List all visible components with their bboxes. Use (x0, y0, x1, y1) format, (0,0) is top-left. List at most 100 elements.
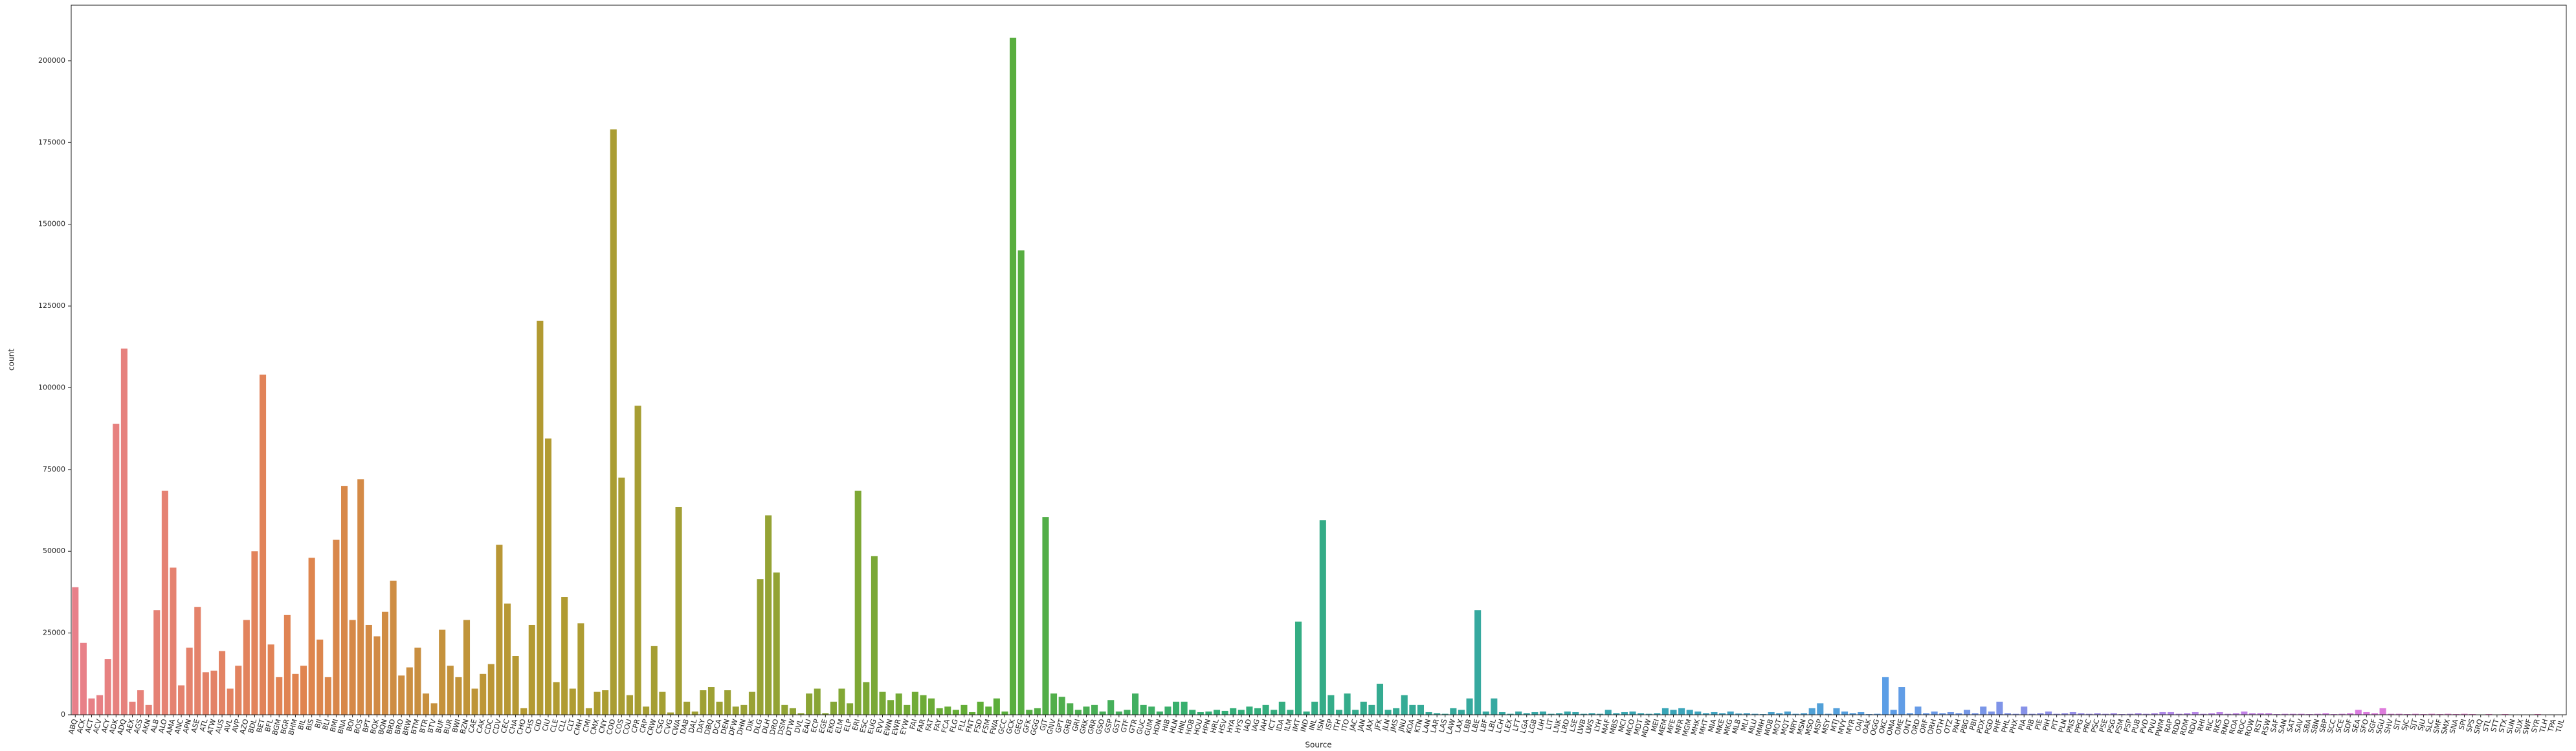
bar (276, 677, 283, 715)
bar (373, 636, 381, 715)
x-tick-label: LBF (1478, 718, 1490, 733)
bar (1849, 713, 1856, 715)
bar (2045, 711, 2052, 715)
bar (2159, 712, 2166, 715)
x-tick-label: JAN (1356, 718, 1368, 733)
bar (235, 666, 242, 715)
x-tick-label: PGD (1983, 718, 1995, 735)
bar (806, 693, 813, 715)
bar (1458, 710, 1465, 715)
bar (1980, 706, 1987, 715)
bar (1531, 712, 1538, 715)
x-tick-label: SBN (2309, 718, 2321, 734)
x-tick-label: PSP (2122, 718, 2134, 733)
x-tick-label: SJC (2400, 718, 2411, 732)
bar (569, 688, 576, 715)
x-tick-label: SAF (2269, 718, 2281, 734)
bar (300, 666, 307, 715)
y-tick-label: 175000 (38, 138, 65, 146)
bar (1939, 713, 1946, 715)
bar (1580, 713, 1587, 715)
bar (700, 690, 707, 715)
x-tick-label: AEX (124, 718, 136, 734)
x-tick-label: SEA (2350, 718, 2362, 734)
x-tick-label: MCI (1617, 718, 1628, 733)
bar (496, 545, 503, 715)
bar (2388, 713, 2395, 715)
bar (1604, 710, 1612, 715)
bar (1572, 712, 1579, 715)
x-tick-label: FLL (957, 717, 968, 732)
x-tick-label: DVL (793, 717, 805, 734)
x-tick-label: AMA (164, 718, 177, 736)
x-tick-label: MBS (1608, 718, 1620, 735)
bar (2004, 713, 2012, 715)
x-tick-label: SAT (2285, 718, 2297, 734)
bar (789, 708, 796, 715)
bar (1466, 698, 1473, 715)
x-tick-label: OGG (1869, 718, 1881, 736)
bar (1221, 710, 1228, 715)
bar (650, 646, 658, 715)
bar (365, 624, 372, 715)
bar (2355, 710, 2362, 715)
x-tick-label: BGR (279, 718, 291, 735)
bar (1124, 710, 1131, 715)
x-tick-label: MOT (1771, 718, 1783, 736)
x-tick-label: SNA (2448, 718, 2460, 735)
x-tick-label: GEG (1013, 718, 1025, 735)
bar (1915, 706, 1922, 715)
bar (2200, 713, 2207, 715)
bar (349, 620, 356, 715)
bar (1360, 701, 1367, 715)
x-tick-label: BLI (321, 718, 332, 731)
x-tick-label: BOI (345, 718, 357, 732)
bar (447, 666, 454, 715)
x-tick-label: BMI (328, 718, 340, 733)
bar (2452, 713, 2459, 715)
bar (487, 664, 494, 715)
x-tick-label: OAK (1861, 717, 1873, 735)
bar (2306, 713, 2313, 715)
bar (186, 648, 193, 715)
x-tick-label: PBG (1959, 718, 1970, 734)
x-tick-label: ACV (91, 718, 104, 735)
bar (2012, 713, 2019, 715)
x-tick-label: BNA (336, 718, 348, 735)
x-tick-label: ROC (2236, 718, 2248, 735)
bar (1768, 712, 1775, 715)
x-tick-label: ACT (83, 718, 95, 734)
bar (1213, 710, 1221, 715)
x-tick-label: HIB (1160, 718, 1171, 732)
x-tick-label: MIA (1706, 718, 1718, 733)
x-tick-label: SPI (2457, 718, 2468, 731)
x-tick-label: COU (621, 718, 634, 735)
x-tick-label: MSN (1795, 718, 1808, 735)
x-tick-label: PSM (2114, 718, 2126, 735)
y-tick-label: 25000 (43, 629, 65, 637)
x-tick-label: CDV (491, 718, 504, 735)
bar (1376, 683, 1384, 715)
bar (2021, 706, 2028, 715)
x-tick-label: ORF (1918, 718, 1929, 734)
bar (659, 691, 666, 715)
bar (1434, 713, 1441, 715)
x-tick-label: SHV (2382, 718, 2395, 735)
x-tick-label: PHX (2008, 718, 2019, 734)
x-tick-label: PRC (2082, 718, 2093, 734)
bar (1743, 713, 1750, 715)
bar (1197, 712, 1204, 715)
bar (153, 610, 161, 715)
bar (2436, 713, 2443, 715)
bar (1898, 687, 1905, 715)
bar (1327, 695, 1335, 715)
bar (765, 515, 772, 715)
x-tick-label: ATL (198, 717, 210, 732)
bar (1067, 703, 1074, 715)
x-tick-label: MLU (1747, 718, 1759, 735)
x-tick-label: GST (1111, 718, 1122, 734)
x-tick-label: LCH (1494, 718, 1505, 734)
x-tick-label: MTJ (1829, 718, 1841, 732)
x-tick-label: SWF (2521, 718, 2533, 735)
